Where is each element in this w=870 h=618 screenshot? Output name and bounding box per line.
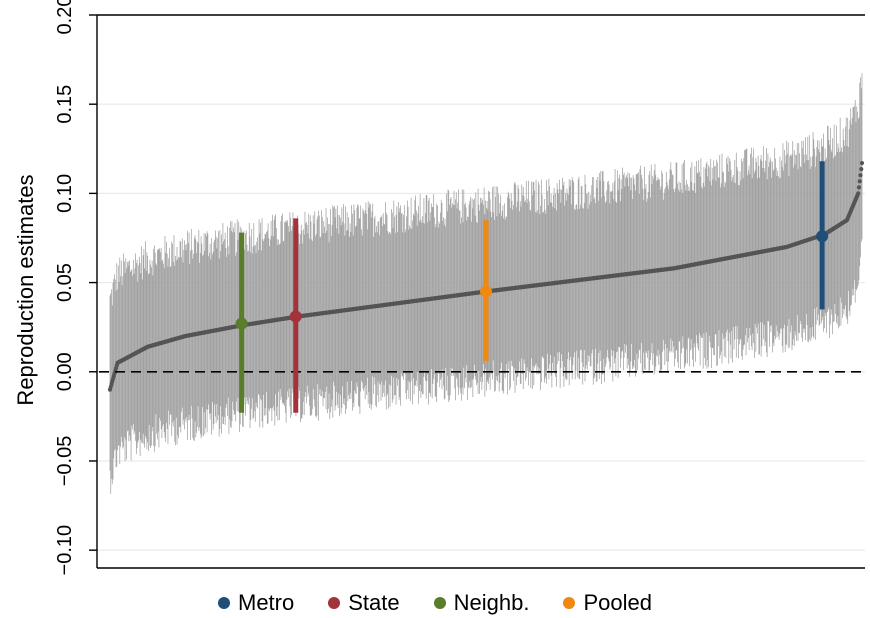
caterpillar-plot: −0.10 −0.05 0.00 0.05 0.10 0.15 0.20 Reproduct… [13, 0, 865, 575]
highlighted-estimates [235, 161, 829, 413]
estimate-point [859, 160, 865, 166]
background-points [107, 160, 865, 392]
estimate-marker-pooled [480, 285, 492, 298]
estimate-marker-neighb [235, 317, 248, 330]
estimate-point [856, 185, 862, 190]
legend-item-state: State [328, 590, 400, 616]
legend: Metro State Neighb. Pooled [0, 588, 870, 618]
legend-item-metro: Metro [218, 590, 294, 616]
estimate-point [857, 179, 862, 184]
y-tick-label: 0.05 [54, 263, 76, 302]
y-axis: −0.10 −0.05 0.00 0.05 0.10 0.15 0.20 [54, 0, 865, 575]
legend-marker-metro [218, 597, 230, 609]
y-tick-label: 0.10 [54, 174, 76, 213]
legend-label-metro: Metro [238, 590, 295, 615]
y-tick-label: 0.00 [54, 352, 76, 391]
estimate-marker-state [289, 310, 302, 323]
legend-label-neighb: Neighb. [453, 590, 530, 615]
legend-marker-state [328, 597, 341, 609]
y-tick-label: −0.05 [54, 436, 76, 487]
y-axis-label: Reproduction estimates [13, 174, 38, 405]
legend-item-pooled: Pooled [563, 590, 652, 616]
legend-item-neighb: Neighb. [433, 590, 530, 616]
y-tick-label: 0.20 [54, 0, 76, 34]
y-tick-label: 0.15 [54, 85, 76, 124]
estimate-point [856, 191, 861, 196]
estimate-point [858, 173, 863, 178]
legend-label-state: State [348, 590, 400, 615]
legend-marker-pooled [563, 597, 576, 609]
estimate-point [859, 167, 864, 172]
y-tick-label: −0.10 [54, 525, 76, 576]
legend-marker-neighb [433, 597, 446, 609]
legend-label-pooled: Pooled [583, 590, 652, 615]
estimate-marker-metro [816, 230, 829, 243]
